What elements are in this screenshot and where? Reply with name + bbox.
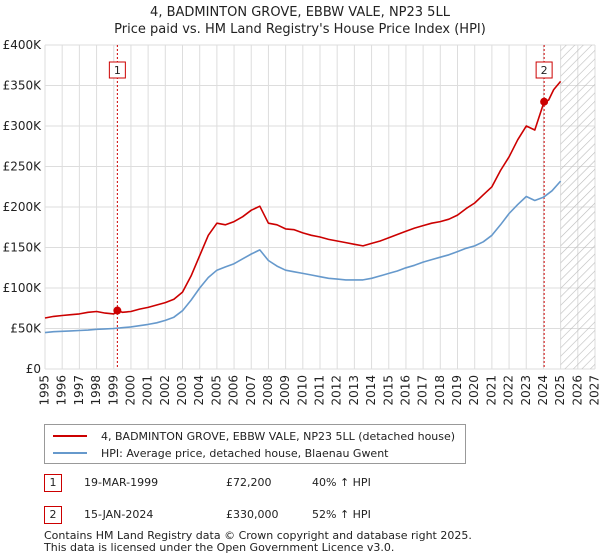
sale-date: 19-MAR-1999 <box>84 476 159 489</box>
x-tick-label: 2003 <box>175 375 189 406</box>
y-tick-label: £50K <box>10 322 42 336</box>
sale-label-box <box>108 61 126 79</box>
x-tick-label: 2005 <box>209 375 223 406</box>
y-tick-label: £300K <box>3 119 43 133</box>
chart-title: 4, BADMINTON GROVE, EBBW VALE, NP23 5LL <box>150 5 451 20</box>
sale-point <box>113 306 122 315</box>
legend-label-property: 4, BADMINTON GROVE, EBBW VALE, NP23 5LL … <box>101 429 456 443</box>
sale-price: £72,200 <box>226 476 272 489</box>
sale-label-box <box>535 61 553 79</box>
x-tick-label: 2026 <box>570 375 584 406</box>
chart-subtitle: Price paid vs. HM Land Registry's House … <box>114 22 486 37</box>
x-tick-label: 2025 <box>553 375 567 406</box>
x-tick-label: 2008 <box>261 375 275 406</box>
sale-number: 2 <box>44 506 62 524</box>
x-tick-label: 2009 <box>278 375 292 406</box>
x-tick-label: 2018 <box>433 375 447 406</box>
sale-hpi-change: 52% ↑ HPI <box>312 508 371 521</box>
sale-number: 1 <box>44 474 62 492</box>
sale-hpi-change: 40% ↑ HPI <box>312 476 371 489</box>
sale-point <box>540 97 549 106</box>
sale-row-1: 1 19-MAR-1999 £72,200 40% ↑ HPI <box>44 474 464 494</box>
x-tick-label: 2002 <box>158 375 172 406</box>
price-chart: 4, BADMINTON GROVE, EBBW VALE, NP23 5LL … <box>3 5 600 406</box>
x-tick-label: 1996 <box>55 375 69 406</box>
x-tick-label: 2004 <box>192 375 206 406</box>
sale-price: £330,000 <box>226 508 279 521</box>
y-axis: £0 £50K £100K £150K £200K £250K £300K £350K £400… <box>3 38 43 376</box>
x-tick-label: 2007 <box>244 375 258 406</box>
y-tick-label: £200K <box>3 200 43 214</box>
x-tick-label: 2024 <box>536 375 550 406</box>
x-tick-label: 2001 <box>141 375 155 406</box>
x-axis: 1995 1996 1997 1998 1999 2000 2001 2002 2003 2004… <box>38 375 600 406</box>
y-tick-label: £400K <box>3 38 43 52</box>
x-tick-label: 2006 <box>227 375 241 406</box>
y-tick-label: £0 <box>26 362 41 376</box>
property-series-line <box>44 80 562 319</box>
legend-item-hpi: HPI: Average price, detached house, Blae… <box>53 445 389 461</box>
x-tick-label: 2014 <box>364 375 378 406</box>
x-tick-label: 2000 <box>123 375 137 406</box>
x-tick-label: 2021 <box>484 375 498 406</box>
sale-label: 2 <box>541 64 548 77</box>
x-tick-label: 1995 <box>38 375 52 406</box>
x-tick-label: 1997 <box>72 375 86 406</box>
y-tick-label: £250K <box>3 160 43 174</box>
series <box>44 80 562 334</box>
x-tick-label: 2027 <box>588 375 600 406</box>
x-tick-label: 1999 <box>106 375 120 406</box>
sale-date: 15-JAN-2024 <box>84 508 154 521</box>
legend-label-hpi: HPI: Average price, detached house, Blae… <box>101 446 389 460</box>
legend: 4, BADMINTON GROVE, EBBW VALE, NP23 5LL … <box>44 424 466 464</box>
legend-swatch-property <box>53 435 87 437</box>
forecast-hatch <box>560 45 595 369</box>
x-tick-label: 2013 <box>347 375 361 406</box>
x-tick-label: 2017 <box>416 375 430 406</box>
y-tick-label: £150K <box>3 241 43 255</box>
hpi-series-line <box>44 180 562 334</box>
x-tick-label: 2010 <box>295 375 309 406</box>
footer-copyright: Contains HM Land Registry data © Crown c… <box>44 529 472 542</box>
footer-licence: This data is licensed under the Open Gov… <box>44 541 395 554</box>
legend-swatch-hpi <box>53 452 87 454</box>
x-tick-label: 2012 <box>330 375 344 406</box>
y-tick-label: £100K <box>3 281 43 295</box>
legend-item-property: 4, BADMINTON GROVE, EBBW VALE, NP23 5LL … <box>53 428 455 444</box>
x-tick-label: 1998 <box>89 375 103 406</box>
x-tick-label: 2019 <box>450 375 464 406</box>
x-tick-label: 2015 <box>381 375 395 406</box>
sale-label: 1 <box>114 64 121 77</box>
forecast-hatch-area <box>560 45 595 369</box>
x-tick-label: 2022 <box>502 375 516 406</box>
x-tick-label: 2011 <box>313 375 327 406</box>
x-tick-label: 2020 <box>467 375 481 406</box>
footer: Contains HM Land Registry data © Crown c… <box>44 530 472 554</box>
sale-row-2: 2 15-JAN-2024 £330,000 52% ↑ HPI <box>44 506 464 526</box>
x-tick-label: 2023 <box>519 375 533 406</box>
y-tick-label: £350K <box>3 79 43 93</box>
x-tick-label: 2016 <box>398 375 412 406</box>
